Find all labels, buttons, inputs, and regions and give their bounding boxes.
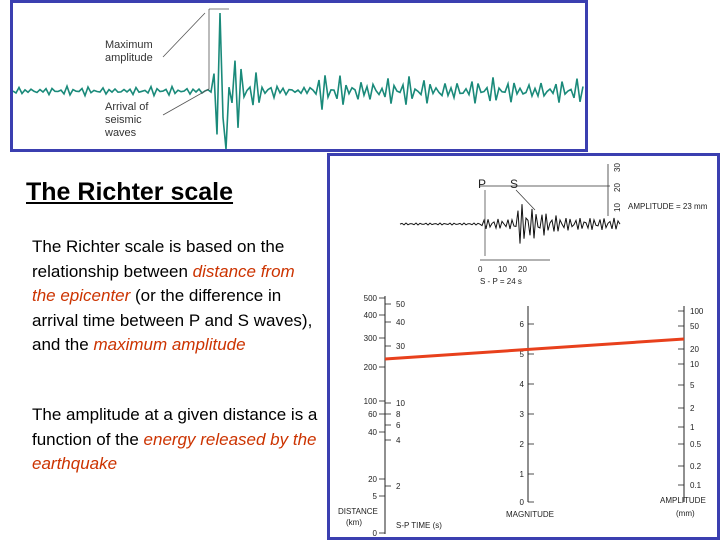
magnitude-1-label: 1 — [520, 470, 525, 479]
amp-tick-20: 20 — [613, 183, 622, 192]
sp-interval-label: S - P = 24 s — [480, 277, 522, 286]
amplitude-20-label: 20 — [690, 345, 699, 354]
amplitude-2-label: 2 — [690, 404, 695, 413]
sp-time-40-label: 40 — [396, 318, 405, 327]
nomogram-diagram: P S 0 10 20 S - P = 24 s 10 20 30 AMPLIT… — [338, 163, 708, 537]
sp-time-10-label: 10 — [396, 399, 405, 408]
sp-time-axis-label: S-P TIME (s) — [396, 521, 442, 530]
paragraph-2: The amplitude at a given distance is a f… — [32, 403, 322, 477]
time-tick-20: 20 — [518, 265, 527, 274]
time-tick-10: 10 — [498, 265, 507, 274]
distance-60-label: 60 — [368, 410, 377, 419]
paragraph-1: The Richter scale is based on the relati… — [32, 235, 322, 358]
slide-title: The Richter scale — [26, 178, 234, 206]
amplitude-unit-label: (mm) — [676, 509, 695, 518]
recorded-amplitude-label: AMPLITUDE = 23 mm — [628, 202, 708, 211]
amplitude-0.5-label: 0.5 — [690, 440, 702, 449]
amplitude-50-label: 50 — [690, 322, 699, 331]
time-tick-0: 0 — [478, 265, 483, 274]
magnitude-0-label: 0 — [520, 498, 525, 507]
para1-highlight-distance: distance from the epicenter — [32, 261, 295, 306]
para2-highlight-energy: energy released by the earthquake — [32, 429, 317, 474]
s-wave-label: S — [510, 177, 518, 191]
para1-text-1: The Richter scale is based on the relati… — [32, 237, 285, 281]
amplitude-5-label: 5 — [690, 381, 695, 390]
distance-40-label: 40 — [368, 428, 377, 437]
nomogram-connecting-line — [384, 337, 685, 361]
distance-400-label: 400 — [364, 311, 378, 320]
arrival-label: Arrival of seismic waves — [105, 101, 149, 139]
distance-5-label: 5 — [373, 492, 378, 501]
seismogram-wave — [13, 8, 584, 149]
richter-nomogram: P S 0 10 20 S - P = 24 s 10 20 30 AMPLIT… — [327, 153, 720, 540]
magnitude-5-label: 5 — [520, 350, 525, 359]
amplitude-0.2-label: 0.2 — [690, 462, 702, 471]
amplitude-100-label: 100 — [690, 307, 704, 316]
max-amplitude-label: Maximum amplitude — [105, 39, 153, 64]
sp-time-8-label: 8 — [396, 410, 401, 419]
amplitude-1-label: 1 — [690, 423, 695, 432]
p-wave-label: P — [478, 177, 486, 191]
magnitude-axis-label: MAGNITUDE — [506, 510, 554, 519]
distance-axis-label: DISTANCE — [338, 507, 378, 516]
magnitude-4-label: 4 — [520, 380, 525, 389]
sp-time-4-label: 4 — [396, 436, 401, 445]
amplitude-0.1-label: 0.1 — [690, 481, 702, 490]
sp-time-30-label: 30 — [396, 342, 405, 351]
magnitude-3-label: 3 — [520, 410, 525, 419]
distance-300-label: 300 — [364, 334, 378, 343]
nomogram-seismogram-trace — [399, 204, 621, 244]
amp-tick-10: 10 — [613, 203, 622, 212]
distance-200-label: 200 — [364, 363, 378, 372]
amp-tick-30: 30 — [613, 163, 622, 172]
distance-20-label: 20 — [368, 475, 377, 484]
para1-highlight-amplitude: maximum amplitude — [93, 335, 246, 354]
sp-time-6-label: 6 — [396, 421, 401, 430]
seismogram-panel: Maximum amplitude Arrival of seismic wav… — [10, 0, 588, 152]
magnitude-6-label: 6 — [520, 320, 525, 329]
distance-unit-label: (km) — [346, 518, 362, 527]
magnitude-2-label: 2 — [520, 440, 525, 449]
distance-500-label: 500 — [364, 294, 378, 303]
amplitude-axis-label: AMPLITUDE — [660, 496, 706, 505]
sp-time-2-label: 2 — [396, 482, 401, 491]
para1-text-2: (or the difference in arrival time betwe… — [32, 286, 313, 354]
distance-100-label: 100 — [364, 397, 378, 406]
para2-text-1: The amplitude at a given distance is a f… — [32, 405, 318, 449]
amplitude-10-label: 10 — [690, 360, 699, 369]
sp-time-50-label: 50 — [396, 300, 405, 309]
distance-0-label: 0 — [373, 529, 378, 537]
